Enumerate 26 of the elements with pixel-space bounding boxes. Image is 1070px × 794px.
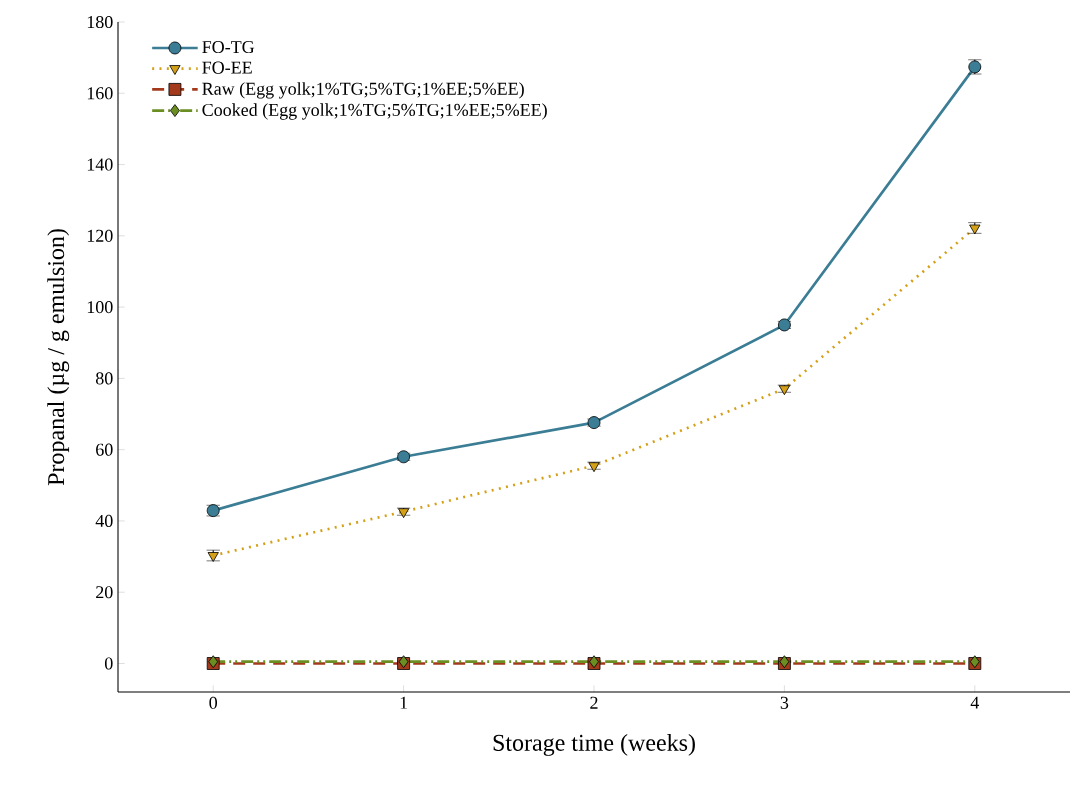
y-tick-label: 40 [95,514,113,527]
y-tick-label: 180 [87,15,113,29]
x-tick-label: 2 [590,696,598,709]
x-tick-label: 0 [209,696,218,709]
y-tick-label: 20 [96,586,113,599]
point [778,385,790,396]
point [397,450,411,464]
legend-label: FO-EE [202,61,252,74]
y-tick-label: 160 [87,87,113,100]
y-tick-label: 100 [87,301,113,314]
legend-label: Cooked (Egg yolk;1%TG;5%TG;1%EE;5%EE) [202,103,547,120]
y-tick-label: 140 [87,158,113,171]
x-tick-label: 3 [780,696,789,709]
legend-label: Raw (Egg yolk;1%TG;5%TG;1%EE;5%EE) [202,82,524,99]
legend-label: FO-TG [202,41,255,54]
y-tick-label: 80 [95,372,113,385]
point [588,462,600,473]
y-axis-title: Propanal (µg / g emulsion) [47,229,70,486]
x-axis-title: Storage time (weeks) [493,734,695,756]
x-tick-label: 1 [400,696,408,709]
point [778,318,791,332]
y-tick-label: 60 [96,443,113,456]
point [398,508,410,519]
y-tick-label: 0 [104,657,113,670]
x-tick-label: 4 [970,696,980,709]
y-tick-label: 120 [87,229,113,242]
